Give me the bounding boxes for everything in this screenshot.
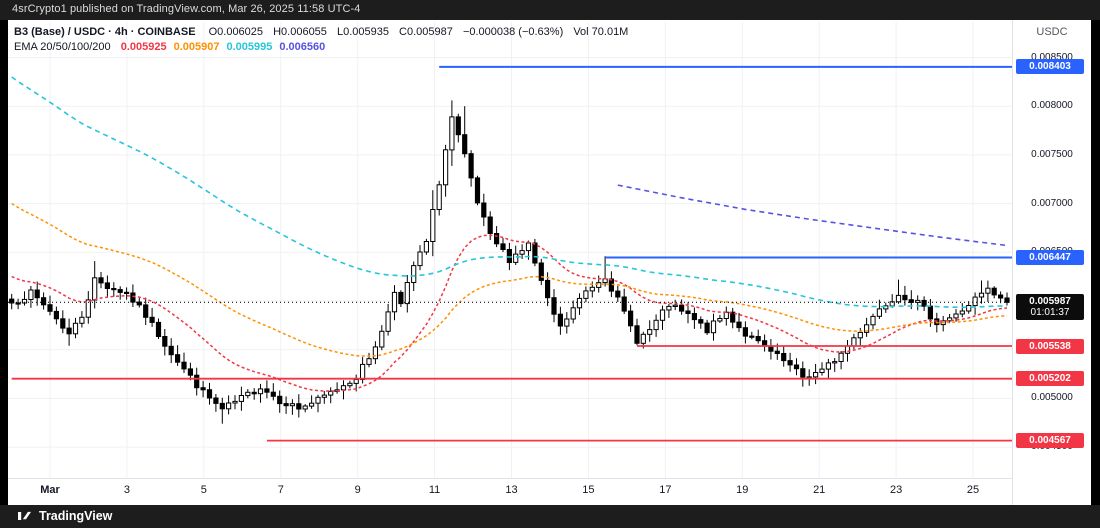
price-scale[interactable]: USDC 0.008500 0.008000 0.007500 0.007000 0.0… <box>1012 20 1091 505</box>
bar-countdown: 01:01:37 <box>1030 307 1070 319</box>
level-price-label: 0.008403 <box>1016 59 1084 75</box>
level-price-label: 0.005202 <box>1016 371 1084 387</box>
tradingview-brand[interactable]: TradingView <box>18 509 112 523</box>
ema-value: 0.006560 <box>279 41 326 53</box>
level-price-label: 0.004567 <box>1016 433 1084 449</box>
ema-value: 0.005995 <box>226 41 273 53</box>
attribution-bar: 4srCrypto1 published on TradingView.com,… <box>0 0 1100 20</box>
volume-value: Vol 70.01M <box>573 26 629 38</box>
price-tick-label: 0.007000 <box>1031 197 1073 209</box>
chart-legend: B3 (Base) / USDC · 4h · COINBASE O0.0060… <box>14 25 914 55</box>
price-tick-label: 0.008000 <box>1031 100 1073 112</box>
chart-card: B3 (Base) / USDC · 4h · COINBASE O0.0060… <box>8 20 1091 505</box>
level-price-label: 0.006447 <box>1016 250 1084 265</box>
ohlc-low: L0.005935 <box>336 26 389 38</box>
ohlc-high: H0.006055 <box>273 26 327 38</box>
time-axis-label: 21 <box>813 484 826 496</box>
ema-value: 0.005907 <box>173 41 220 53</box>
time-axis-label: 13 <box>505 484 518 496</box>
ema-label[interactable]: EMA 20/50/100/200 <box>14 41 111 53</box>
tradingview-logo-icon <box>18 511 32 520</box>
time-axis-label: 19 <box>736 484 749 496</box>
ema-values: 0.005925 0.005907 0.005995 0.006560 <box>121 41 333 53</box>
time-axis[interactable]: Mar 3 5 7 9 11 13 15 17 19 21 23 25 <box>8 478 1012 505</box>
price-tick-label: 0.007500 <box>1031 148 1073 160</box>
ema-row: EMA 20/50/100/200 0.005925 0.005907 0.0059… <box>14 40 907 55</box>
footer-bar: TradingView <box>0 505 1100 528</box>
price-tick-label: 0.005000 <box>1031 392 1073 404</box>
level-price-label: 0.005538 <box>1016 338 1084 354</box>
time-axis-label: 5 <box>200 484 207 496</box>
ohlc-close: C0.005987 <box>399 26 453 38</box>
time-axis-label: 23 <box>889 484 903 496</box>
time-axis-label: 15 <box>582 484 595 496</box>
time-axis-label: 7 <box>277 484 284 496</box>
time-axis-label: 9 <box>354 484 361 496</box>
candlestick-plot[interactable] <box>8 20 1012 478</box>
time-axis-label: Mar <box>40 484 60 496</box>
symbol-row: B3 (Base) / USDC · 4h · COINBASE O0.0060… <box>14 25 907 40</box>
time-axis-label: 17 <box>659 484 672 496</box>
price-scale-unit[interactable]: USDC <box>1036 26 1068 38</box>
price-tick-label: 0.008500 <box>1031 51 1073 63</box>
price-change: −0.000038 (−0.63%) <box>462 26 564 38</box>
time-axis-label: 3 <box>123 484 130 496</box>
ohlc-open: O0.006025 <box>208 26 264 38</box>
time-axis-label: 11 <box>428 484 441 496</box>
current-price-label: 0.005987 01:01:37 <box>1016 294 1084 321</box>
time-axis-label: 25 <box>966 484 980 496</box>
brand-text: TradingView <box>39 509 113 523</box>
ema-value: 0.005925 <box>120 41 167 53</box>
symbol-title[interactable]: B3 (Base) / USDC · 4h · COINBASE <box>14 26 196 38</box>
attribution-text: 4srCrypto1 published on TradingView.com,… <box>12 3 361 15</box>
